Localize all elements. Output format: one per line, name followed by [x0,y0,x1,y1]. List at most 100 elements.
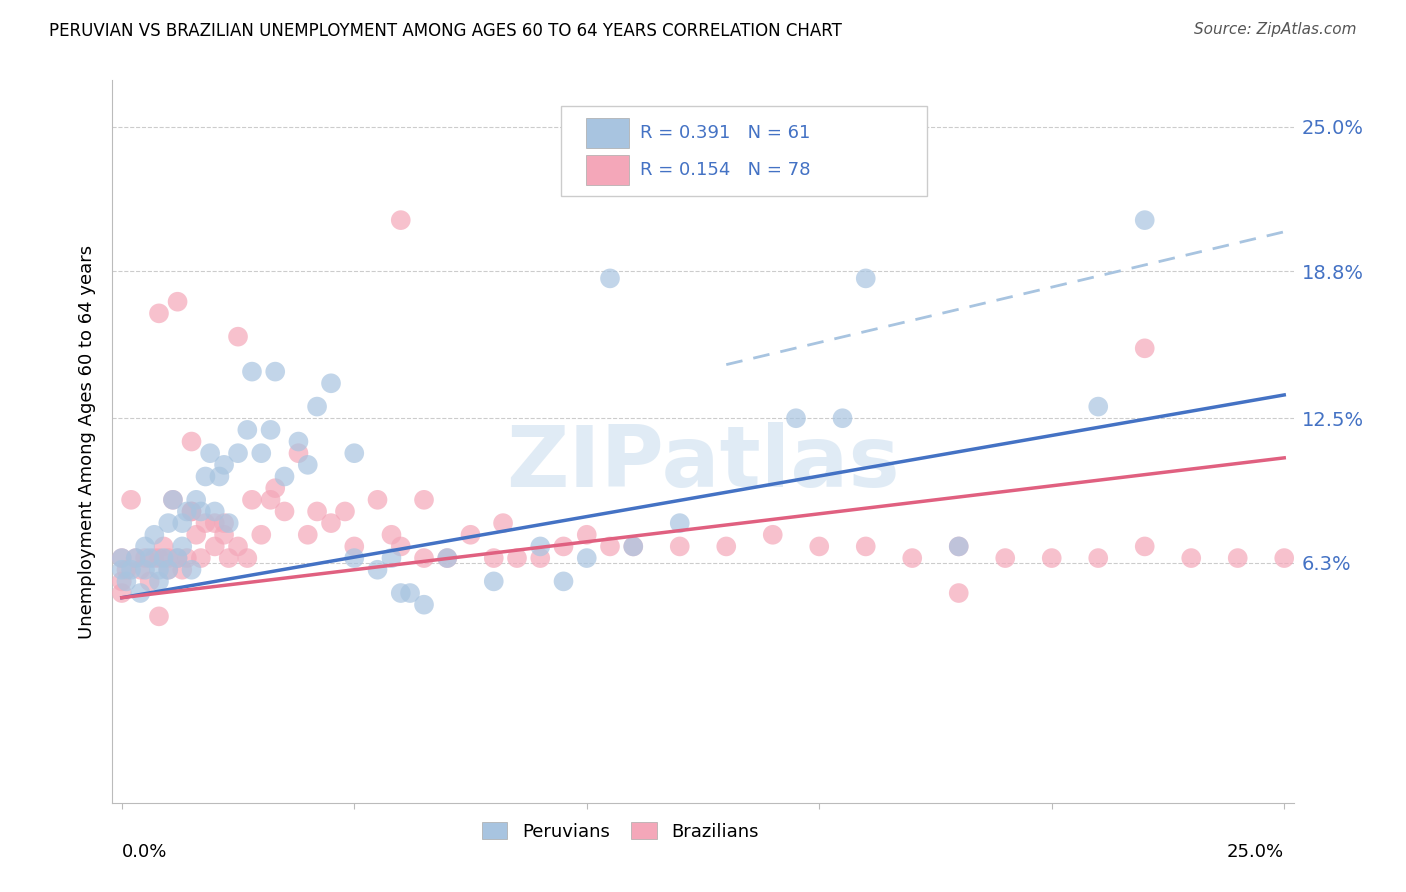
Point [125,551,148,566]
Point [785,411,807,425]
Point [380,528,402,542]
Text: Source: ZipAtlas.com: Source: ZipAtlas.com [1194,22,1357,37]
Point [297,458,319,472]
Y-axis label: Unemployment Among Ages 60 to 64 years: Unemployment Among Ages 60 to 64 years [77,244,96,639]
Point [180,504,202,518]
Point [194,469,217,483]
Point [762,528,785,542]
Point [186,528,208,542]
Point [120,492,142,507]
Point [198,446,221,460]
Point [212,516,235,530]
Point [111,586,134,600]
Point [259,492,281,507]
Point [152,540,174,554]
Point [157,563,180,577]
Point [212,458,235,472]
Point [259,423,281,437]
Point [343,551,366,566]
Point [948,540,970,554]
Text: 0.0%: 0.0% [122,843,167,861]
Point [162,492,184,507]
Text: R = 0.391   N = 61: R = 0.391 N = 61 [640,124,811,142]
Point [307,400,329,414]
Point [250,446,273,460]
Point [204,540,226,554]
Point [226,540,249,554]
Point [264,365,287,379]
Point [319,516,342,530]
Point [482,551,505,566]
Point [529,551,551,566]
Point [134,563,156,577]
Point [553,540,575,554]
Point [166,551,188,566]
Legend: Peruvians, Brazilians: Peruvians, Brazilians [475,815,766,848]
Point [204,504,226,518]
Point [994,551,1017,566]
Point [152,551,174,566]
Point [948,540,970,554]
Point [236,551,259,566]
Point [148,574,170,589]
Point [460,528,482,542]
Point [1180,551,1202,566]
Point [208,469,231,483]
Point [413,598,436,612]
Point [808,540,831,554]
Point [831,411,853,425]
Point [855,540,877,554]
Point [1133,213,1156,227]
Point [125,551,148,566]
Point [492,516,515,530]
Point [226,329,249,343]
Point [162,492,184,507]
Point [134,551,156,566]
Point [343,540,366,554]
Point [482,574,505,589]
Point [180,504,202,518]
Point [172,563,194,577]
Point [367,563,389,577]
Point [599,271,621,285]
Point [621,540,644,554]
Point [901,551,924,566]
Point [212,528,235,542]
Point [287,446,309,460]
Point [287,434,309,449]
Point [157,563,180,577]
Point [553,574,575,589]
Point [575,551,598,566]
Point [319,376,342,391]
Point [148,563,170,577]
Point [111,551,134,566]
Point [176,504,198,518]
Point [273,469,295,483]
Point [120,563,142,577]
Point [218,516,240,530]
Point [190,551,212,566]
Point [273,504,295,518]
Point [297,528,319,542]
Point [506,551,529,566]
Point [157,516,180,530]
Point [240,365,263,379]
Point [1272,551,1295,566]
Point [166,551,188,566]
Point [413,492,436,507]
Point [1226,551,1249,566]
Point [250,528,273,542]
Point [172,516,194,530]
Point [1087,400,1109,414]
Point [129,563,152,577]
Point [240,492,263,507]
Point [204,516,226,530]
Point [218,551,240,566]
FancyBboxPatch shape [586,118,628,148]
Point [194,516,217,530]
Point [111,574,134,589]
Point [172,540,194,554]
Point [436,551,458,566]
Point [143,551,166,566]
Point [115,574,138,589]
